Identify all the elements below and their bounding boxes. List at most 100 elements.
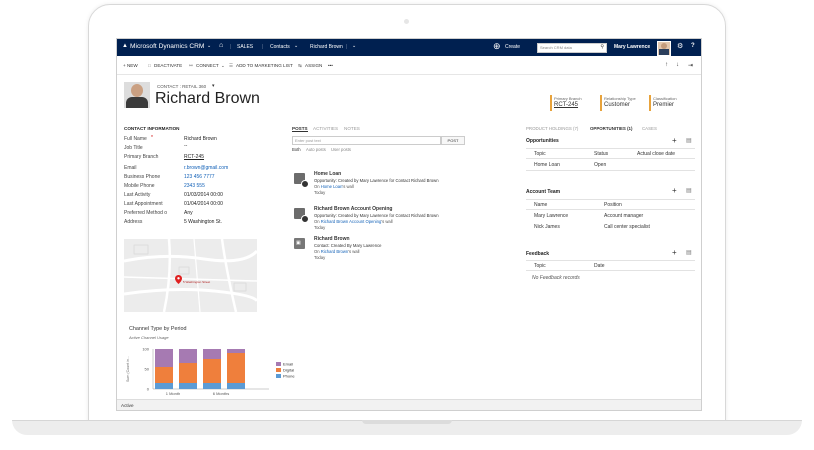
form-label[interactable]: CONTACT : RETAIL 360 [157,84,207,89]
map-pin-icon[interactable] [175,275,182,284]
field-label: Preferred Method o [124,210,168,216]
contact-info-title: CONTACT INFORMATION [124,126,180,131]
post-wall-link[interactable]: Richard Brown [320,249,349,254]
add-team-member-icon[interactable]: + [672,186,677,195]
relationship-value: Customer [604,102,631,108]
field-value[interactable]: Any [184,210,193,216]
nav-record-name[interactable]: Richard Brown [310,44,343,50]
filter-both[interactable]: Both [292,147,301,152]
command-bar: + NEW □ DEACTIVATE ⚯ CONNECT ⌄ ☰ ADD TO … [117,56,701,75]
post-wall-prefix: On [314,249,321,254]
assign-button[interactable]: ASSIGN [305,63,323,68]
post-wall-link[interactable]: Home Loan [320,184,343,189]
map-view[interactable]: 5 Washington Street [124,239,257,312]
marketing-list-icon[interactable]: ☰ [229,63,234,68]
post-title[interactable]: Richard Brown [314,236,350,242]
post-title[interactable]: Richard Brown Account Opening [314,206,393,212]
tab-activities[interactable]: ACTIVITIES [313,126,339,131]
field-label: Full Name [124,136,147,142]
arrow-down-icon[interactable]: ↓ [676,62,679,68]
col-date[interactable]: Date [594,263,605,269]
more-commands-button[interactable]: ••• [328,63,333,68]
deactivate-icon[interactable]: □ [148,63,151,68]
y-tick-label: 100 [142,347,149,352]
post-title[interactable]: Home Loan [314,171,342,177]
search-icon[interactable]: ⚲ [600,44,604,50]
field-label: Primary Branch [124,154,159,160]
cell-name[interactable]: Mary Lawrence [534,213,569,219]
account-team-grid: Account Team + ▤ Name Position Mary Lawr… [526,185,695,245]
post-button[interactable]: POST [441,136,465,145]
nav-area-sales[interactable]: SALES [237,44,254,50]
connect-button[interactable]: CONNECT [196,63,219,68]
user-avatar[interactable] [657,41,671,56]
tab-cases[interactable]: CASES [642,126,657,131]
post-time: Today [314,190,326,195]
post-input[interactable]: Enter post text [292,136,441,145]
search-box[interactable]: Search CRM data ⚲ [537,43,607,53]
col-position[interactable]: Position [604,202,622,208]
post-wall-link[interactable]: Richard Brown Account Opening [320,219,382,224]
col-close-date[interactable]: Actual close date [637,151,676,157]
arrow-up-icon[interactable]: ↑ [665,62,668,68]
user-name[interactable]: Mary Lawrence [614,44,651,50]
chevron-down-icon[interactable]: ⌄ [221,63,225,68]
col-status[interactable]: Status [594,151,609,157]
chevron-down-icon[interactable]: ▾ [212,83,215,89]
chevron-down-icon[interactable]: ⌄ [294,43,299,49]
filter-auto-posts[interactable]: Auto posts [306,147,326,152]
app-title[interactable]: Microsoft Dynamics CRM [130,43,205,50]
add-to-marketing-list-button[interactable]: ADD TO MARKETING LIST [236,63,293,68]
crm-screen: ▲ Microsoft Dynamics CRM ⌄ ⌂ | SALES | C… [116,38,702,411]
accent-bar [550,95,552,111]
nav-entity-contacts[interactable]: Contacts [270,44,290,50]
col-topic[interactable]: Topic [534,151,546,157]
home-icon[interactable]: ⌂ [219,42,224,49]
primary-branch-value[interactable]: RCT-245 [554,102,579,108]
grid-view-icon[interactable]: ▤ [686,138,692,144]
cell-name[interactable]: Nick James [534,224,560,230]
plus-circle-icon[interactable]: ⊕ [493,41,501,51]
deactivate-button[interactable]: DEACTIVATE [154,63,183,68]
col-topic[interactable]: Topic [534,263,546,269]
field-value[interactable]: RCT-245 [184,154,205,160]
avatar-body [659,49,669,55]
post-time: Today [314,255,326,260]
nav-separator: | [262,44,264,50]
x-tick-label: 1 Month [166,391,180,396]
post-item: Richard Brown Account Opening Opportunit… [292,205,472,235]
chevron-down-icon[interactable]: ⌄ [352,43,357,49]
tab-opportunities[interactable]: OPPORTUNITIES (1) [590,126,633,131]
cell-topic[interactable]: Home Loan [534,162,560,168]
tab-product-holdings[interactable]: PRODUCT HOLDINGS (7) [526,126,579,131]
assign-icon[interactable]: ↹ [298,63,302,68]
field-value[interactable]: 5 Washington St. [184,219,222,225]
col-name[interactable]: Name [534,202,548,208]
tab-notes[interactable]: NOTES [344,126,360,131]
collapse-icon[interactable]: ⇥ [688,63,694,69]
bar-segment-phone [227,383,245,389]
feedback-empty-text: No Feedback records [532,275,580,281]
chevron-down-icon[interactable]: ⌄ [207,43,212,49]
field-value[interactable]: 2343 555 [184,183,205,189]
connect-icon[interactable]: ⚯ [189,63,193,68]
field-value[interactable]: 01/03/2014 00:00 [184,192,223,198]
filter-user-posts[interactable]: User posts [331,147,352,152]
gear-icon[interactable]: ⚙ [677,43,684,50]
field-value[interactable]: Richard Brown [184,136,217,142]
field-value[interactable]: 01/04/2014 00:00 [184,201,223,207]
y-tick-label: 50 [145,367,150,372]
field-value[interactable]: -- [184,143,188,149]
add-feedback-icon[interactable]: + [672,248,677,257]
grid-view-icon[interactable]: ▤ [686,188,692,194]
create-link[interactable]: Create [505,44,521,50]
field-value[interactable]: 123 456 7777 [184,174,215,180]
field-value[interactable]: r.brown@gmail.com [184,165,229,171]
add-opportunity-icon[interactable]: + [672,136,677,145]
tab-posts[interactable]: POSTS [292,126,308,132]
bar-segment-digital [179,363,197,383]
legend-swatch [276,362,281,366]
new-button[interactable]: + NEW [123,63,138,68]
grid-view-icon[interactable]: ▤ [686,250,692,256]
help-icon[interactable]: ? [691,43,695,49]
